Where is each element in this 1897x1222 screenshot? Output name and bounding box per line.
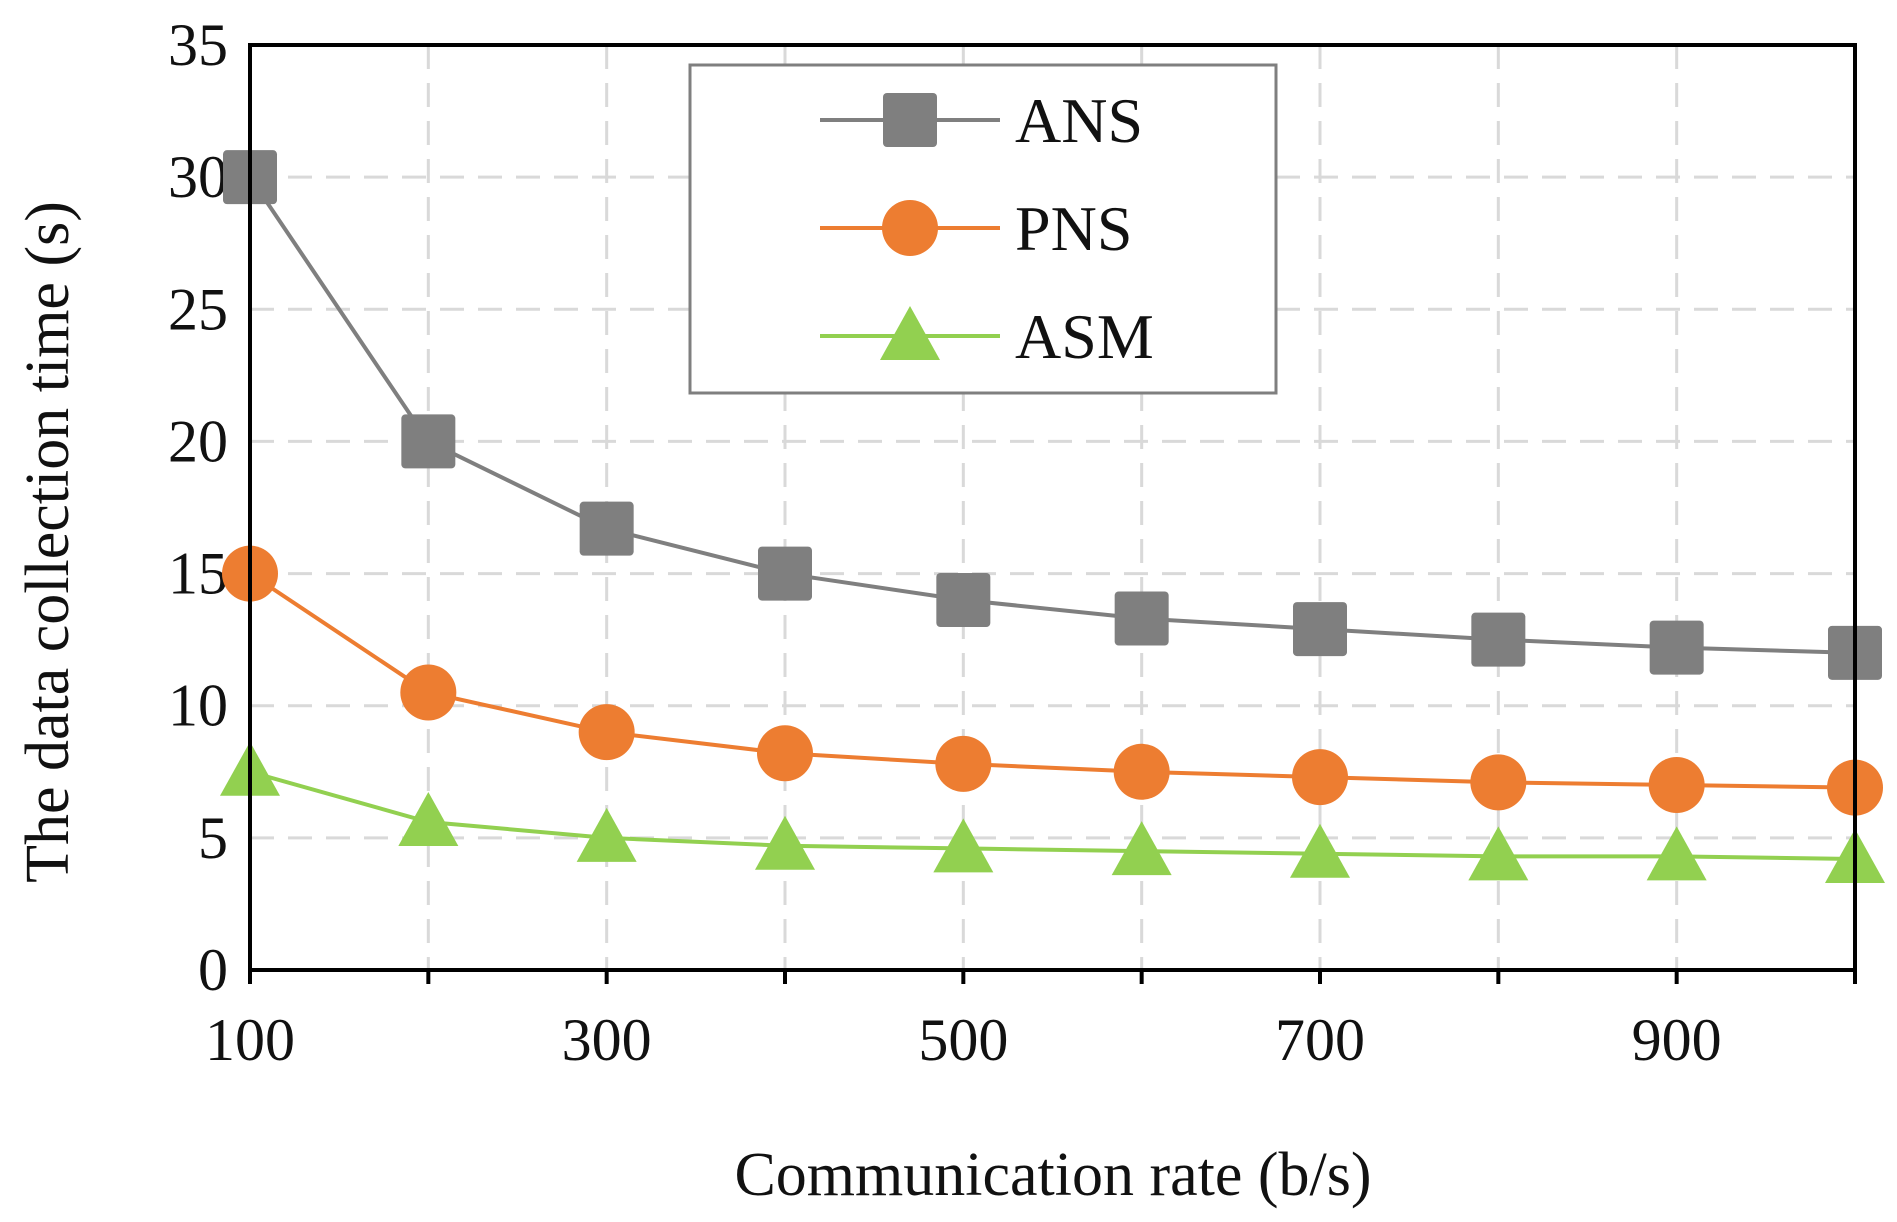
legend-label-pns: PNS (1015, 193, 1132, 264)
data-point-ans (758, 546, 812, 601)
x-tick-label: 300 (562, 1007, 652, 1073)
data-point-asm (933, 818, 994, 873)
y-tick-label: 0 (198, 937, 228, 1003)
data-point-ans (1471, 612, 1526, 667)
y-tick-label: 5 (198, 805, 228, 871)
series-ans (223, 150, 1882, 680)
series-line-ans (248, 176, 1856, 655)
legend: ANS PNS ASM (688, 63, 1278, 395)
series-pns (222, 545, 1883, 816)
legend-marker-pns (882, 200, 938, 256)
data-point-ans (401, 414, 456, 469)
x-tick-label: 100 (205, 1007, 295, 1073)
series-line-asm (249, 769, 1856, 861)
series-layer (220, 150, 1885, 883)
legend-item-ans: ANS (820, 85, 1143, 156)
legend-item-asm: ASM (820, 301, 1154, 372)
data-point-asm (576, 807, 637, 862)
data-point-pns (1113, 743, 1170, 800)
data-point-asm (398, 792, 459, 846)
legend-marker-ans (883, 93, 937, 147)
data-point-asm (1111, 821, 1172, 876)
data-point-pns (1292, 749, 1348, 806)
legend-marker-asm (880, 306, 940, 360)
data-point-pns (400, 664, 457, 721)
x-tick-label: 900 (1632, 1007, 1722, 1073)
data-point-asm (1646, 826, 1707, 881)
legend-label-asm: ASM (1015, 301, 1154, 372)
series-asm (220, 741, 1885, 883)
data-point-ans (579, 501, 634, 556)
y-axis-ticks: 0 5 10 15 20 25 30 35 (168, 12, 228, 1003)
legend-item-pns: PNS (820, 193, 1132, 264)
x-axis-title: Communication rate (b/s) (734, 1141, 1371, 1209)
y-tick-label: 35 (168, 12, 228, 78)
data-point-pns (578, 704, 635, 761)
data-point-pns (757, 725, 813, 782)
series-line-pns (248, 571, 1856, 790)
data-point-pns (935, 735, 992, 792)
x-axis-ticks: 100 300 500 700 900 (205, 970, 1857, 1073)
y-tick-label: 20 (168, 408, 228, 474)
data-point-asm (755, 815, 815, 870)
x-tick-label: 500 (918, 1007, 1008, 1073)
y-tick-label: 15 (168, 541, 228, 607)
y-axis-title: The data collection time (s) (14, 201, 82, 883)
data-point-asm (1468, 826, 1529, 881)
plot-frame (248, 43, 1857, 972)
data-point-ans (1649, 620, 1704, 675)
y-tick-label: 10 (168, 673, 228, 739)
legend-label-ans: ANS (1015, 85, 1143, 156)
data-point-ans (936, 573, 991, 627)
data-point-ans (1114, 591, 1169, 646)
data-point-pns (1470, 754, 1527, 811)
y-tick-label: 30 (168, 144, 228, 210)
y-tick-label: 25 (168, 276, 228, 342)
data-point-ans (1293, 602, 1347, 657)
data-point-asm (1290, 823, 1350, 878)
x-tick-label: 700 (1275, 1007, 1365, 1073)
data-point-pns (1648, 757, 1705, 813)
